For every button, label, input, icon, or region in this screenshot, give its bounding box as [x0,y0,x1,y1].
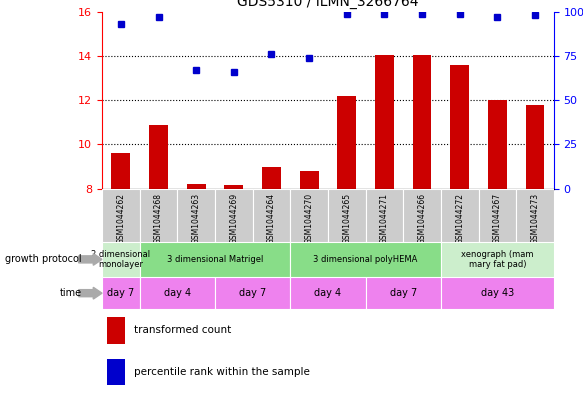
Bar [526,105,545,189]
Text: GSM1044267: GSM1044267 [493,193,502,244]
Bar [187,184,206,189]
Bar [102,242,140,277]
Bar [366,189,403,242]
Bar [224,185,243,189]
Text: GSM1044264: GSM1044264 [267,193,276,244]
Text: GSM1044271: GSM1044271 [380,193,389,244]
Text: GSM1044269: GSM1044269 [229,193,238,244]
Text: GSM1044272: GSM1044272 [455,193,464,244]
Bar [413,55,431,189]
Bar [262,167,281,189]
Text: day 43: day 43 [481,288,514,298]
Bar [441,242,554,277]
Bar [140,242,290,277]
Bar [479,189,516,242]
Bar [111,153,130,189]
Text: growth protocol: growth protocol [5,254,82,264]
Text: percentile rank within the sample: percentile rank within the sample [134,367,310,377]
Bar [107,359,125,385]
Bar [328,189,366,242]
Bar [290,277,366,309]
Bar [290,242,441,277]
Bar [441,189,479,242]
Bar [300,171,318,189]
Bar [366,277,441,309]
Bar [102,189,140,242]
Bar [290,189,328,242]
Text: GSM1044268: GSM1044268 [154,193,163,244]
Text: 2 dimensional
monolayer: 2 dimensional monolayer [92,250,150,269]
Bar [375,55,394,189]
Text: GSM1044266: GSM1044266 [417,193,427,244]
Bar [516,189,554,242]
Text: day 7: day 7 [389,288,417,298]
Text: time: time [59,288,82,298]
Bar [338,96,356,189]
Text: day 4: day 4 [164,288,191,298]
Text: 3 dimensional Matrigel: 3 dimensional Matrigel [167,255,263,264]
Bar [215,189,252,242]
Text: GSM1044263: GSM1044263 [192,193,201,244]
Text: day 7: day 7 [107,288,135,298]
Text: day 7: day 7 [239,288,266,298]
Bar [140,189,177,242]
Bar [441,277,554,309]
Bar [488,100,507,189]
Bar [252,189,290,242]
Text: xenograph (mam
mary fat pad): xenograph (mam mary fat pad) [461,250,533,269]
Title: GDS5310 / ILMN_3266764: GDS5310 / ILMN_3266764 [237,0,419,9]
Text: GSM1044270: GSM1044270 [304,193,314,244]
Text: GSM1044265: GSM1044265 [342,193,352,244]
Bar [140,277,215,309]
Text: GSM1044273: GSM1044273 [531,193,539,244]
Text: transformed count: transformed count [134,325,231,335]
Text: GSM1044262: GSM1044262 [117,193,125,244]
Bar [107,317,125,343]
Text: 3 dimensional polyHEMA: 3 dimensional polyHEMA [314,255,418,264]
Bar [149,125,168,189]
Bar [215,277,290,309]
Text: day 4: day 4 [314,288,342,298]
Bar [102,277,140,309]
Bar [177,189,215,242]
Bar [403,189,441,242]
Bar [450,65,469,189]
